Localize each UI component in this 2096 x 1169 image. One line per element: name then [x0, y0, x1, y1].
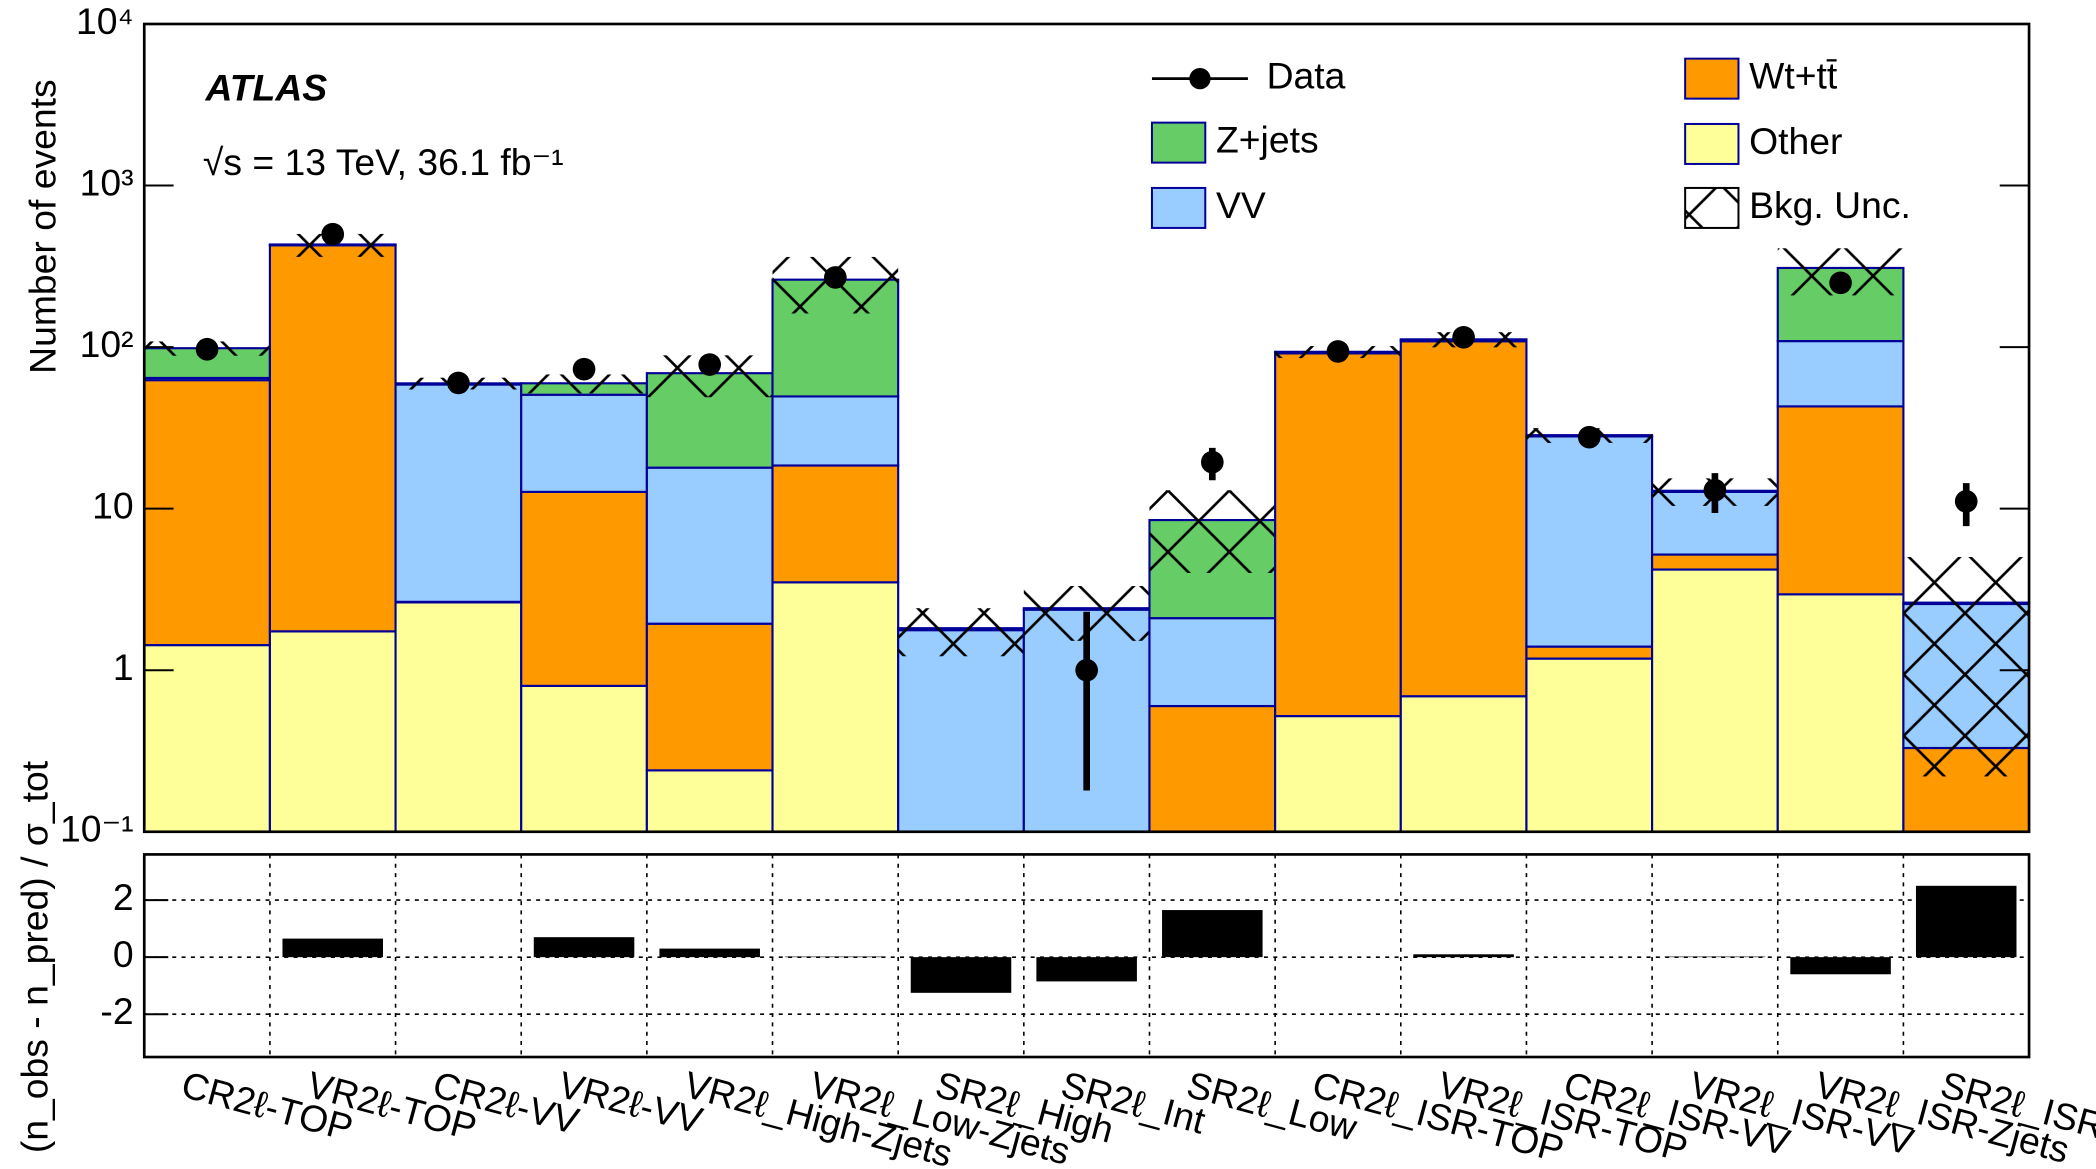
atlas-label: ATLAS	[205, 67, 328, 109]
y-axis-label: Number of events	[21, 79, 63, 374]
stack-segment	[1399, 695, 1528, 832]
stack-segment	[645, 622, 774, 772]
data-point	[1829, 271, 1852, 295]
stack-segment	[645, 769, 774, 832]
legend-label: Bkg. Unc.	[1749, 184, 1911, 226]
stack-segment	[520, 490, 648, 687]
plot-frame	[142, 22, 2031, 834]
legend-swatch	[1150, 121, 1207, 164]
stack-segment	[1525, 657, 1654, 832]
stack-segment	[1776, 340, 1905, 408]
stack-segment	[771, 464, 900, 584]
stack-segment	[1651, 553, 1779, 571]
plot-frame	[142, 853, 2031, 1059]
y-tick-label: 2	[113, 876, 134, 918]
legend-swatch	[1684, 186, 1740, 229]
data-point	[447, 371, 470, 395]
stack-segment	[144, 644, 271, 832]
stack-segment	[1148, 617, 1277, 708]
data-point	[1075, 658, 1098, 682]
stack-segment	[1525, 435, 1654, 648]
stack-segment	[1776, 593, 1905, 832]
stack-segment	[394, 601, 523, 832]
legend-label: Data	[1267, 55, 1346, 97]
stack-segment	[1651, 568, 1779, 832]
stack-segment	[144, 379, 271, 647]
bar	[659, 948, 760, 958]
uncertainty-band	[1903, 557, 2030, 777]
data-point	[195, 337, 219, 361]
bar	[1915, 885, 2017, 958]
stack-segment	[1148, 704, 1277, 832]
uncertainty-band	[1149, 490, 1276, 573]
legend-label: VV	[1216, 184, 1266, 226]
stack-segment	[1399, 340, 1528, 698]
data-point	[1200, 450, 1224, 474]
ratio-axis-label: (n_obs - n_pred) / σ_tot	[13, 760, 55, 1153]
stack-segment	[268, 244, 397, 633]
data-point	[1577, 425, 1601, 449]
data-point	[1452, 325, 1475, 349]
bar	[785, 956, 886, 958]
data-point	[1326, 340, 1350, 363]
y-tick-label: 10³	[80, 161, 134, 203]
data-point	[321, 222, 345, 246]
uncertainty-band	[898, 608, 1024, 657]
stack-segment	[771, 581, 900, 832]
stack-segment	[394, 383, 523, 603]
stack-segment	[645, 466, 774, 625]
y-tick-label: 1	[113, 646, 134, 688]
y-tick-label: 10⁻¹	[60, 808, 134, 850]
stack-segment	[1776, 405, 1905, 596]
legend-swatch	[1684, 122, 1740, 165]
stack-segment	[1525, 645, 1654, 660]
legend-swatch	[1150, 186, 1207, 229]
legend-marker	[1189, 67, 1211, 90]
stack-segment	[771, 395, 900, 467]
bar	[282, 938, 383, 958]
bar	[1413, 954, 1514, 958]
stack-segment	[897, 629, 1025, 832]
data-point	[1954, 490, 1978, 513]
stack-segment	[1274, 715, 1402, 832]
data-point	[698, 353, 722, 376]
legend-label: Other	[1749, 120, 1842, 162]
bar	[1036, 957, 1137, 982]
data-point	[572, 357, 596, 381]
bar	[910, 957, 1012, 993]
uncertainty-band	[521, 374, 647, 394]
y-tick-label: 10⁴	[76, 0, 134, 42]
y-tick-label: 10²	[80, 323, 134, 365]
legend-label: Wt+tt̄	[1749, 55, 1838, 97]
y-tick-label: -2	[100, 990, 133, 1032]
data-point	[824, 266, 847, 289]
y-tick-label: 10	[92, 485, 134, 527]
energy-label: √s = 13 TeV, 36.1 fb⁻¹	[203, 141, 564, 183]
legend-label: Z+jets	[1216, 118, 1319, 160]
bar	[533, 937, 635, 958]
data-point	[1703, 478, 1727, 502]
plot-area	[144, 233, 2030, 832]
stack-segment	[520, 393, 648, 493]
bar	[1664, 956, 1766, 958]
legend-swatch	[1684, 57, 1740, 100]
bar	[1162, 910, 1263, 958]
stack-segment	[1274, 352, 1402, 718]
stack-segment	[268, 630, 397, 832]
y-tick-label: 0	[113, 933, 134, 975]
bar	[1790, 957, 1891, 975]
